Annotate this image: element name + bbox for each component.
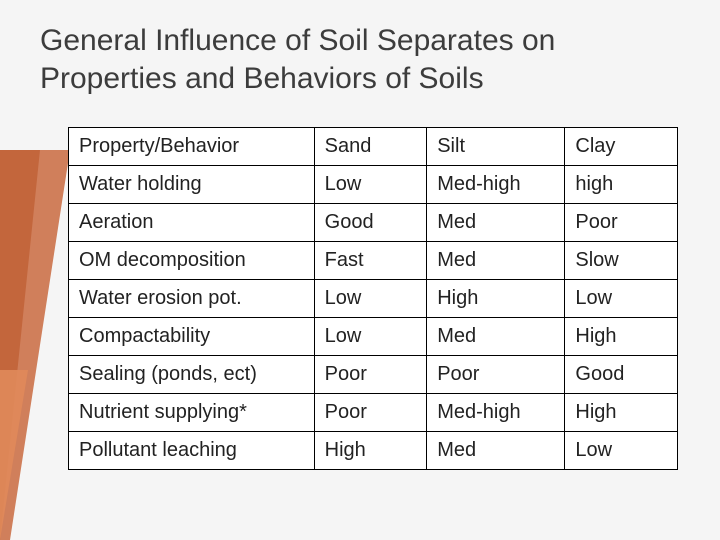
- table-row: Nutrient supplying*PoorMed-highHigh: [69, 394, 678, 432]
- table-cell: Poor: [314, 356, 427, 394]
- table-cell: Low: [565, 280, 678, 318]
- table-cell: High: [427, 280, 565, 318]
- table-cell: High: [565, 394, 678, 432]
- table-cell: Sealing (ponds, ect): [69, 356, 315, 394]
- table-cell: Low: [314, 318, 427, 356]
- table-cell: Compactability: [69, 318, 315, 356]
- table-cell: Good: [565, 356, 678, 394]
- table-cell: Poor: [565, 204, 678, 242]
- table-row: Water erosion pot.LowHighLow: [69, 280, 678, 318]
- table-cell: Pollutant leaching: [69, 432, 315, 470]
- soil-properties-table-wrap: Property/BehaviorSandSiltClayWater holdi…: [68, 127, 678, 470]
- table-cell: Property/Behavior: [69, 128, 315, 166]
- table-cell: Poor: [314, 394, 427, 432]
- table-cell: Water holding: [69, 166, 315, 204]
- table-cell: OM decomposition: [69, 242, 315, 280]
- slide-content: General Influence of Soil Separates on P…: [0, 0, 720, 540]
- table-cell: Med: [427, 242, 565, 280]
- table-cell: Poor: [427, 356, 565, 394]
- table-cell: Med-high: [427, 394, 565, 432]
- table-row: CompactabilityLowMedHigh: [69, 318, 678, 356]
- table-header-row: Property/BehaviorSandSiltClay: [69, 128, 678, 166]
- table-cell: Clay: [565, 128, 678, 166]
- table-row: OM decompositionFastMedSlow: [69, 242, 678, 280]
- table-cell: Low: [314, 280, 427, 318]
- table-row: Sealing (ponds, ect)PoorPoorGood: [69, 356, 678, 394]
- table-cell: Good: [314, 204, 427, 242]
- table-row: Pollutant leachingHighMedLow: [69, 432, 678, 470]
- table-cell: Silt: [427, 128, 565, 166]
- table-cell: Water erosion pot.: [69, 280, 315, 318]
- table-cell: Med: [427, 204, 565, 242]
- table-cell: High: [314, 432, 427, 470]
- table-row: AerationGoodMedPoor: [69, 204, 678, 242]
- table-cell: Med: [427, 318, 565, 356]
- table-row: Water holdingLowMed-highhigh: [69, 166, 678, 204]
- table-cell: Low: [565, 432, 678, 470]
- slide-title: General Influence of Soil Separates on P…: [40, 22, 680, 97]
- table-cell: Fast: [314, 242, 427, 280]
- table-cell: High: [565, 318, 678, 356]
- table-cell: Med-high: [427, 166, 565, 204]
- soil-properties-table: Property/BehaviorSandSiltClayWater holdi…: [68, 127, 678, 470]
- table-cell: Med: [427, 432, 565, 470]
- table-cell: Low: [314, 166, 427, 204]
- table-cell: high: [565, 166, 678, 204]
- table-cell: Nutrient supplying*: [69, 394, 315, 432]
- table-cell: Aeration: [69, 204, 315, 242]
- table-cell: Sand: [314, 128, 427, 166]
- table-cell: Slow: [565, 242, 678, 280]
